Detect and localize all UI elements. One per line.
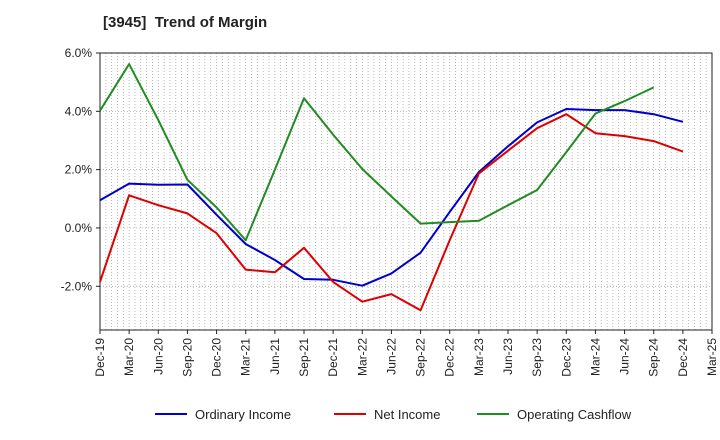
x-tick-label: Mar-20 (122, 338, 136, 376)
x-tick-label: Sep-20 (180, 338, 194, 377)
x-tick-label: Sep-23 (530, 338, 544, 377)
y-tick-label: 6.0% (65, 46, 93, 60)
x-tick-label: Sep-24 (647, 338, 661, 377)
x-tick-label: Dec-20 (210, 338, 224, 377)
y-tick-label: 0.0% (65, 221, 93, 235)
y-tick-label: 2.0% (65, 163, 93, 177)
y-tick-label: 4.0% (65, 104, 93, 118)
x-tick-label: Jun-24 (618, 338, 632, 375)
x-tick-label: Dec-22 (443, 338, 457, 377)
x-tick-label: Dec-23 (559, 338, 573, 377)
x-tick-label: Mar-24 (588, 338, 602, 376)
legend-label-net-income: Net Income (374, 407, 440, 422)
x-tick-label: Jun-21 (268, 338, 282, 375)
x-tick-label: Sep-21 (297, 338, 311, 377)
x-tick-label: Mar-25 (705, 338, 719, 376)
x-tick-label: Jun-23 (501, 338, 515, 375)
legend-label-operating-cashflow: Operating Cashflow (517, 407, 632, 422)
x-tick-label: Dec-24 (676, 338, 690, 377)
x-tick-label: Dec-21 (326, 338, 340, 377)
x-tick-label: Mar-21 (239, 338, 253, 376)
x-tick-label: Jun-22 (384, 338, 398, 375)
x-tick-label: Dec-19 (93, 338, 107, 377)
chart-title: [3945] Trend of Margin (103, 14, 268, 31)
x-tick-label: Mar-23 (472, 338, 486, 376)
plot-frame (99, 52, 713, 331)
x-tick-label: Mar-22 (355, 338, 369, 376)
series-line-operating-cashflow (99, 63, 655, 242)
legend-label-ordinary-income: Ordinary Income (195, 407, 291, 422)
x-tick-label: Sep-22 (414, 338, 428, 377)
series-line-ordinary-income (99, 108, 684, 287)
x-tick-label: Jun-20 (151, 338, 165, 375)
y-tick-label: -2.0% (61, 279, 93, 293)
